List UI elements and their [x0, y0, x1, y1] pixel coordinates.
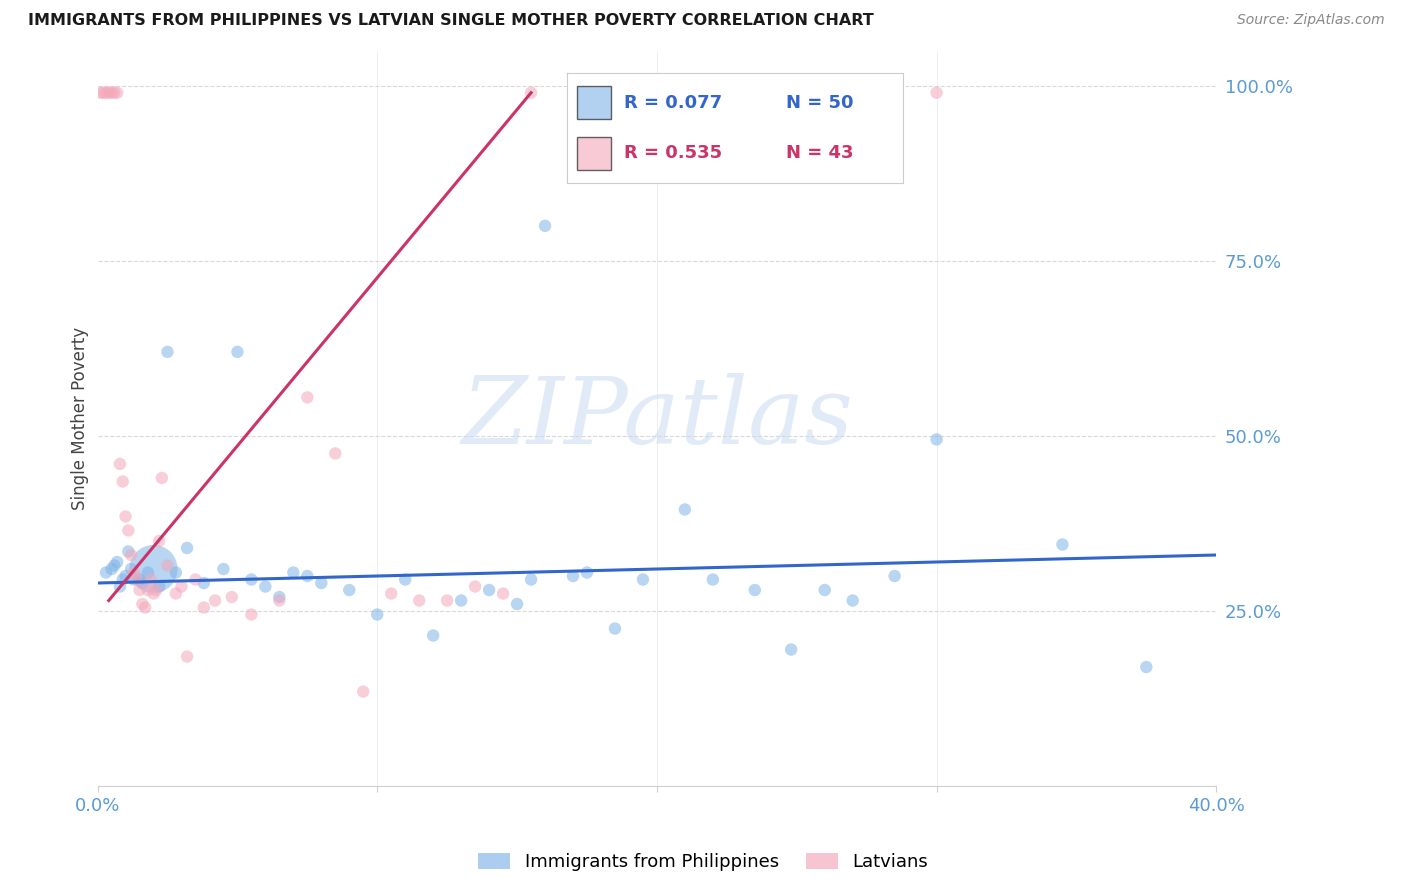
Point	[117, 544, 139, 558]
Point	[240, 573, 263, 587]
Point	[91, 86, 114, 100]
Point	[297, 391, 319, 405]
Point	[105, 555, 128, 569]
Point	[297, 569, 319, 583]
Point	[744, 582, 766, 597]
Point	[128, 582, 150, 597]
Text: IMMIGRANTS FROM PHILIPPINES VS LATVIAN SINGLE MOTHER POVERTY CORRELATION CHART: IMMIGRANTS FROM PHILIPPINES VS LATVIAN S…	[28, 13, 875, 29]
Point	[221, 590, 243, 604]
Point	[193, 600, 215, 615]
Point	[108, 580, 131, 594]
Point	[269, 590, 291, 604]
Point	[150, 471, 173, 485]
Point	[464, 580, 486, 594]
Point	[841, 593, 863, 607]
Point	[165, 586, 187, 600]
Point	[122, 573, 145, 587]
Point	[134, 600, 156, 615]
Point	[120, 548, 142, 562]
Point	[575, 566, 598, 580]
Point	[120, 562, 142, 576]
Point	[97, 86, 120, 100]
Point	[814, 582, 837, 597]
Point	[883, 569, 905, 583]
Point	[311, 576, 333, 591]
Point	[193, 576, 215, 591]
Point	[142, 562, 165, 576]
Point	[240, 607, 263, 622]
Point	[702, 573, 724, 587]
Legend: Immigrants from Philippines, Latvians: Immigrants from Philippines, Latvians	[471, 846, 935, 879]
Point	[478, 582, 501, 597]
Point	[148, 580, 170, 594]
Point	[131, 597, 153, 611]
Point	[165, 566, 187, 580]
Point	[117, 524, 139, 538]
Point	[925, 86, 948, 100]
Point	[408, 593, 430, 607]
Point	[94, 566, 117, 580]
Point	[204, 593, 226, 607]
Point	[136, 566, 159, 580]
Point	[380, 586, 402, 600]
Point	[283, 566, 305, 580]
Point	[520, 86, 543, 100]
Point	[506, 597, 529, 611]
Point	[136, 582, 159, 597]
Point	[139, 573, 162, 587]
Point	[603, 622, 626, 636]
Point	[1052, 537, 1074, 551]
Point	[170, 580, 193, 594]
Point	[492, 586, 515, 600]
Point	[131, 576, 153, 591]
Point	[122, 566, 145, 580]
Point	[631, 573, 654, 587]
Point	[520, 573, 543, 587]
Point	[94, 86, 117, 100]
Point	[89, 86, 111, 100]
Point	[100, 86, 122, 100]
Point	[142, 586, 165, 600]
Point	[100, 562, 122, 576]
Point	[534, 219, 557, 233]
Point	[436, 593, 458, 607]
Point	[176, 541, 198, 555]
Point	[103, 558, 125, 573]
Point	[323, 446, 346, 460]
Point	[212, 562, 235, 576]
Point	[254, 580, 277, 594]
Point	[108, 457, 131, 471]
Point	[111, 475, 134, 489]
Point	[352, 684, 374, 698]
Text: Source: ZipAtlas.com: Source: ZipAtlas.com	[1237, 13, 1385, 28]
Point	[156, 558, 179, 573]
Point	[184, 573, 207, 587]
Point	[111, 573, 134, 587]
Point	[114, 569, 136, 583]
Point	[125, 573, 148, 587]
Point	[925, 433, 948, 447]
Point	[780, 642, 803, 657]
Point	[103, 86, 125, 100]
Point	[1135, 660, 1157, 674]
Point	[156, 344, 179, 359]
Point	[422, 628, 444, 642]
Point	[176, 649, 198, 664]
Point	[366, 607, 388, 622]
Point	[673, 502, 696, 516]
Y-axis label: Single Mother Poverty: Single Mother Poverty	[72, 326, 89, 510]
Point	[269, 593, 291, 607]
Point	[337, 582, 360, 597]
Point	[128, 573, 150, 587]
Text: ZIPatlas: ZIPatlas	[461, 374, 853, 464]
Point	[450, 593, 472, 607]
Point	[105, 86, 128, 100]
Point	[145, 582, 167, 597]
Point	[226, 344, 249, 359]
Point	[148, 533, 170, 548]
Point	[562, 569, 585, 583]
Point	[394, 573, 416, 587]
Point	[114, 509, 136, 524]
